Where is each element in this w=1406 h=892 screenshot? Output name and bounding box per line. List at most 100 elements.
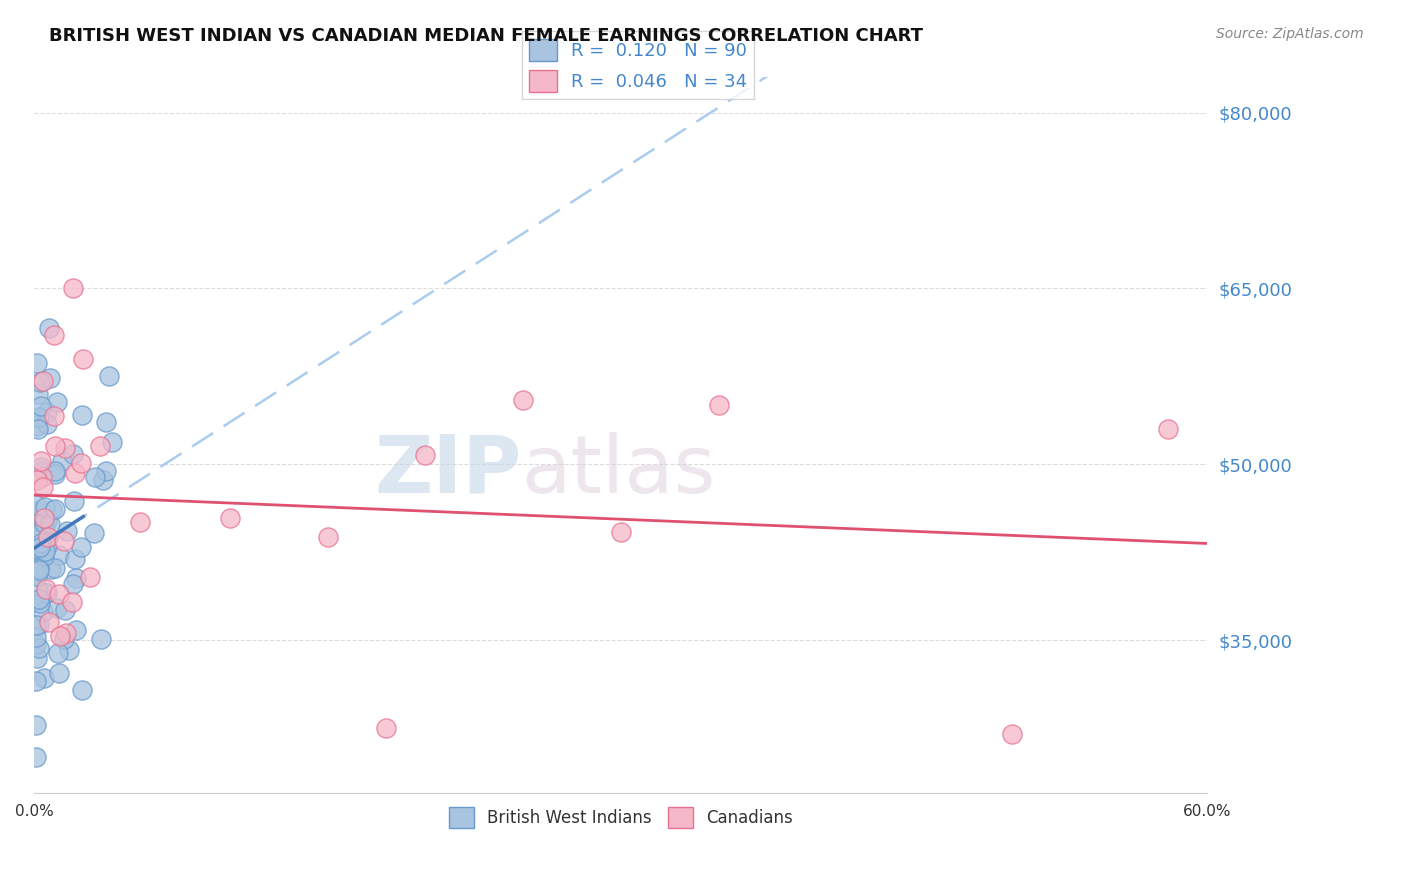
Point (27, 582, 49, 597)
Point (35, 514, 58, 528)
Point (94, 464, 117, 478)
Point (53, 632, 76, 647)
Point (25, 526, 48, 541)
Point (25, 630, 48, 644)
Point (28, 591, 51, 606)
Point (25, 526, 48, 541)
Point (25, 552, 48, 566)
Point (415, 448, 437, 462)
Point (28, 538, 51, 552)
Point (101, 435, 124, 450)
Point (25, 411, 48, 425)
Point (31, 464, 53, 478)
Point (28, 518, 51, 533)
Point (25, 541, 48, 556)
Point (32, 549, 55, 564)
Text: Source: ZipAtlas.com: Source: ZipAtlas.com (1216, 27, 1364, 41)
Point (610, 524, 633, 539)
Point (34, 544, 56, 558)
Point (28, 617, 51, 632)
Point (62, 447, 84, 461)
Point (35, 417, 58, 431)
Text: BRITISH WEST INDIAN VS CANADIAN MEDIAN FEMALE EARNINGS CORRELATION CHART: BRITISH WEST INDIAN VS CANADIAN MEDIAN F… (49, 27, 924, 45)
Point (31, 374, 53, 388)
Point (38, 615, 60, 629)
Point (48, 549, 70, 563)
Point (28, 596, 51, 610)
Point (70, 408, 93, 422)
Point (27, 356, 49, 370)
Point (60, 595, 83, 609)
Point (48, 646, 70, 660)
Point (53, 441, 76, 455)
Point (129, 515, 152, 529)
Point (58, 643, 80, 657)
Point (52, 533, 75, 548)
Point (44, 439, 66, 453)
Point (30, 376, 52, 390)
Point (56, 524, 79, 538)
Point (44, 409, 66, 424)
Point (63, 551, 86, 566)
Point (30, 454, 52, 468)
Point (39, 516, 62, 531)
Point (37, 531, 59, 545)
Point (41, 503, 63, 517)
Point (35, 532, 58, 546)
Point (63, 466, 86, 480)
Point (72, 351, 94, 366)
Point (27, 473, 49, 487)
Point (98, 369, 121, 384)
Point (55, 625, 77, 640)
Point (32, 480, 55, 494)
Text: ZIP: ZIP (374, 432, 522, 510)
Point (72, 682, 94, 697)
Point (707, 398, 730, 412)
Point (31, 606, 53, 620)
Point (1001, 727, 1024, 741)
Point (34, 516, 56, 530)
Point (30, 540, 52, 554)
Point (37, 539, 59, 553)
Point (30, 536, 52, 550)
Point (25, 504, 48, 518)
Point (63, 493, 86, 508)
Point (25, 651, 48, 665)
Point (25, 636, 48, 650)
Point (27, 387, 49, 401)
Point (48, 587, 70, 601)
Point (28, 561, 51, 575)
Point (44, 467, 66, 481)
Point (62, 576, 84, 591)
Point (25, 418, 48, 433)
Point (25, 618, 48, 632)
Point (28, 640, 51, 655)
Point (25, 750, 48, 764)
Point (28, 564, 51, 578)
Point (30, 399, 52, 413)
Point (62, 281, 84, 295)
Point (375, 721, 398, 735)
Point (44, 463, 66, 477)
Point (39, 562, 62, 576)
Point (219, 510, 242, 524)
Point (25, 514, 48, 528)
Point (51, 454, 73, 468)
Point (32, 671, 55, 685)
Point (42, 328, 65, 343)
Point (25, 569, 48, 583)
Point (512, 392, 534, 407)
Point (25, 594, 48, 608)
Point (83, 526, 105, 541)
Point (65, 571, 87, 585)
Point (25, 718, 48, 732)
Point (79, 570, 101, 584)
Point (48, 665, 70, 680)
Point (25, 673, 48, 688)
Point (34, 500, 56, 514)
Point (35, 582, 58, 596)
Point (31, 529, 53, 543)
Point (48, 629, 70, 643)
Point (25, 498, 48, 512)
Point (30, 514, 52, 528)
